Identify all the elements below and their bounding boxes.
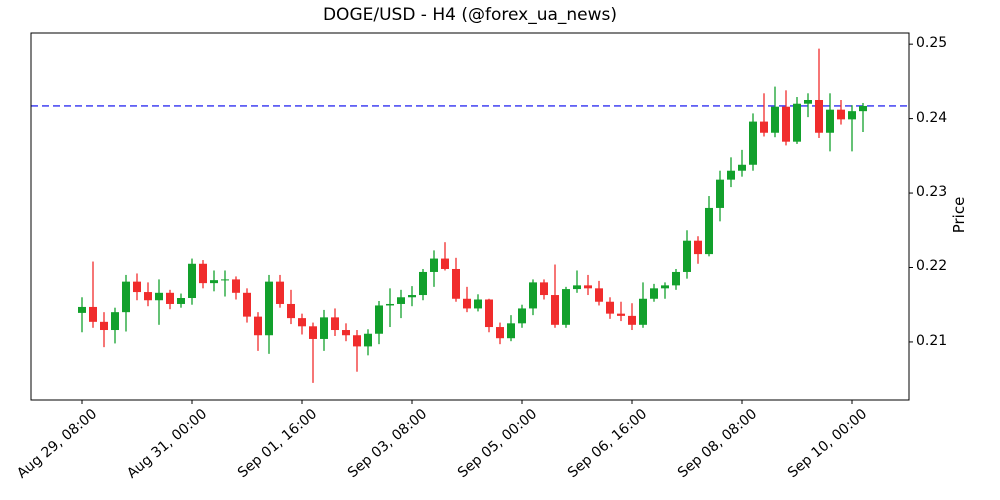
candle: [672, 268, 680, 290]
candle: [507, 315, 515, 342]
candle: [848, 105, 856, 152]
y-tick-label: 0.23: [916, 184, 948, 201]
candle: [694, 236, 702, 264]
candle: [122, 274, 130, 332]
candle: [276, 274, 284, 308]
candle: [661, 282, 669, 299]
candle: [859, 102, 867, 133]
y-tick-label: 0.24: [916, 109, 948, 126]
candle: [177, 293, 185, 308]
candle: [738, 149, 746, 177]
candle: [188, 258, 196, 305]
candle: [430, 250, 438, 287]
candle: [617, 301, 625, 322]
candle: [452, 257, 460, 302]
candle: [232, 276, 240, 300]
candle: [606, 297, 614, 319]
candle: [705, 196, 713, 257]
y-tick-label: 0.21: [916, 332, 948, 349]
candle: [199, 260, 207, 289]
candle: [221, 270, 229, 297]
candle: [804, 93, 812, 118]
candle: [144, 282, 152, 307]
candle: [496, 322, 504, 345]
candle: [727, 157, 735, 188]
candle: [133, 273, 141, 301]
candle: [320, 309, 328, 351]
candle: [342, 323, 350, 342]
candle: [309, 322, 317, 383]
candle: [89, 261, 97, 328]
candle: [573, 270, 581, 293]
candle: [595, 280, 603, 306]
candle: [760, 93, 768, 137]
candle: [826, 93, 834, 152]
candle: [837, 99, 845, 125]
y-tick-label: 0.25: [916, 35, 948, 52]
candle: [793, 97, 801, 144]
candle: [210, 270, 218, 292]
candle: [254, 312, 262, 351]
candle: [78, 297, 86, 333]
candle: [639, 282, 647, 328]
chart-title: DOGE/USD - H4 (@forex_ua_news): [322, 5, 618, 25]
candle: [540, 279, 548, 300]
candle: [683, 230, 691, 279]
candle: [408, 286, 416, 307]
candle: [375, 300, 383, 345]
candle: [298, 313, 306, 335]
candle: [331, 308, 339, 336]
candle: [518, 304, 526, 328]
candle: [749, 113, 757, 171]
candle: [771, 86, 779, 138]
candle: [287, 289, 295, 325]
candle: [265, 274, 273, 354]
candle: [243, 288, 251, 323]
candle: [584, 274, 592, 296]
candle: [100, 312, 108, 348]
candle: [441, 242, 449, 271]
candle: [716, 170, 724, 222]
candle: [529, 279, 537, 316]
y-axis-title: Price: [950, 196, 968, 234]
candle: [782, 90, 790, 146]
candle: [815, 48, 823, 138]
candle: [155, 279, 163, 325]
candle: [353, 330, 361, 372]
candle: [386, 288, 394, 328]
candle: [111, 307, 119, 344]
y-tick-label: 0.22: [916, 258, 948, 275]
candle: [419, 268, 427, 301]
candle: [562, 286, 570, 328]
candle: [551, 264, 559, 328]
candle: [463, 286, 471, 313]
candle: [650, 283, 658, 302]
candle: [474, 294, 482, 312]
candle: [397, 289, 405, 319]
candle: [364, 329, 372, 356]
candle: [485, 298, 493, 333]
candle: [628, 303, 636, 331]
candle: [166, 289, 174, 310]
